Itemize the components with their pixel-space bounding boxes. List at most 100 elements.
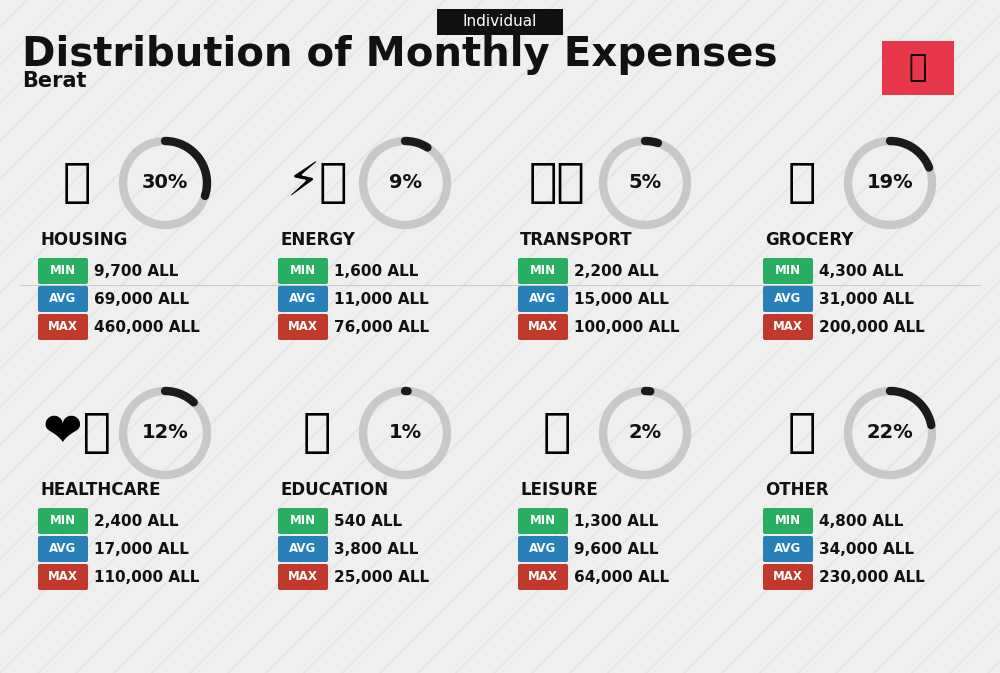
Text: 200,000 ALL: 200,000 ALL	[819, 320, 925, 334]
Text: 110,000 ALL: 110,000 ALL	[94, 569, 199, 584]
Text: AVG: AVG	[774, 293, 802, 306]
Text: AVG: AVG	[49, 542, 77, 555]
Text: MAX: MAX	[288, 320, 318, 334]
FancyBboxPatch shape	[518, 286, 568, 312]
Text: MIN: MIN	[50, 264, 76, 277]
Text: MIN: MIN	[50, 514, 76, 528]
Text: 9,600 ALL: 9,600 ALL	[574, 542, 658, 557]
Text: 76,000 ALL: 76,000 ALL	[334, 320, 429, 334]
FancyBboxPatch shape	[278, 314, 328, 340]
Text: 230,000 ALL: 230,000 ALL	[819, 569, 925, 584]
Text: MAX: MAX	[528, 320, 558, 334]
Text: AVG: AVG	[49, 293, 77, 306]
FancyBboxPatch shape	[278, 564, 328, 590]
Text: 9,700 ALL: 9,700 ALL	[94, 264, 178, 279]
Text: HEALTHCARE: HEALTHCARE	[40, 481, 160, 499]
Text: MIN: MIN	[290, 264, 316, 277]
Text: 34,000 ALL: 34,000 ALL	[819, 542, 914, 557]
Text: MAX: MAX	[288, 571, 318, 583]
FancyBboxPatch shape	[763, 258, 813, 284]
FancyBboxPatch shape	[518, 508, 568, 534]
Text: AVG: AVG	[529, 293, 557, 306]
Text: LEISURE: LEISURE	[520, 481, 598, 499]
Text: 15,000 ALL: 15,000 ALL	[574, 291, 669, 306]
Text: 22%: 22%	[867, 423, 913, 443]
Text: MAX: MAX	[773, 320, 803, 334]
Text: MIN: MIN	[775, 514, 801, 528]
FancyBboxPatch shape	[38, 508, 88, 534]
Text: 2,200 ALL: 2,200 ALL	[574, 264, 659, 279]
Text: 🏢: 🏢	[63, 160, 91, 205]
Text: HOUSING: HOUSING	[40, 231, 127, 249]
Text: MIN: MIN	[775, 264, 801, 277]
Text: 3,800 ALL: 3,800 ALL	[334, 542, 418, 557]
Text: 🚌🚗: 🚌🚗	[529, 160, 585, 205]
Text: 30%: 30%	[142, 174, 188, 192]
Text: 🦅: 🦅	[909, 53, 927, 83]
Text: 1,600 ALL: 1,600 ALL	[334, 264, 418, 279]
Text: AVG: AVG	[289, 293, 317, 306]
FancyBboxPatch shape	[518, 536, 568, 562]
Text: MIN: MIN	[530, 264, 556, 277]
FancyBboxPatch shape	[278, 258, 328, 284]
Text: 31,000 ALL: 31,000 ALL	[819, 291, 914, 306]
FancyBboxPatch shape	[518, 314, 568, 340]
Text: ENERGY: ENERGY	[280, 231, 355, 249]
FancyBboxPatch shape	[763, 508, 813, 534]
Text: MAX: MAX	[48, 571, 78, 583]
Text: OTHER: OTHER	[765, 481, 829, 499]
Text: 2,400 ALL: 2,400 ALL	[94, 513, 178, 528]
Text: 1%: 1%	[388, 423, 422, 443]
Text: 🛒: 🛒	[788, 160, 816, 205]
FancyBboxPatch shape	[763, 286, 813, 312]
FancyBboxPatch shape	[278, 286, 328, 312]
Text: 💰: 💰	[788, 411, 816, 456]
Text: 11,000 ALL: 11,000 ALL	[334, 291, 429, 306]
Text: MIN: MIN	[290, 514, 316, 528]
Text: Distribution of Monthly Expenses: Distribution of Monthly Expenses	[22, 35, 778, 75]
Text: Berat: Berat	[22, 71, 87, 91]
FancyBboxPatch shape	[278, 536, 328, 562]
FancyBboxPatch shape	[518, 258, 568, 284]
Text: 4,300 ALL: 4,300 ALL	[819, 264, 903, 279]
Text: 12%: 12%	[142, 423, 188, 443]
FancyBboxPatch shape	[38, 564, 88, 590]
FancyBboxPatch shape	[763, 564, 813, 590]
Text: 64,000 ALL: 64,000 ALL	[574, 569, 669, 584]
Text: AVG: AVG	[529, 542, 557, 555]
Text: GROCERY: GROCERY	[765, 231, 853, 249]
Text: 100,000 ALL: 100,000 ALL	[574, 320, 680, 334]
FancyBboxPatch shape	[882, 41, 954, 95]
Text: 5%: 5%	[628, 174, 662, 192]
Text: AVG: AVG	[774, 542, 802, 555]
FancyBboxPatch shape	[38, 314, 88, 340]
Text: 🛍️: 🛍️	[543, 411, 571, 456]
FancyBboxPatch shape	[38, 286, 88, 312]
FancyBboxPatch shape	[518, 564, 568, 590]
FancyBboxPatch shape	[763, 314, 813, 340]
FancyBboxPatch shape	[38, 536, 88, 562]
Text: 460,000 ALL: 460,000 ALL	[94, 320, 200, 334]
FancyBboxPatch shape	[38, 258, 88, 284]
Text: ❤️🏥: ❤️🏥	[43, 411, 111, 456]
Text: MAX: MAX	[528, 571, 558, 583]
Text: 4,800 ALL: 4,800 ALL	[819, 513, 903, 528]
Text: EDUCATION: EDUCATION	[280, 481, 388, 499]
Text: Individual: Individual	[463, 15, 537, 30]
Text: 540 ALL: 540 ALL	[334, 513, 402, 528]
Text: AVG: AVG	[289, 542, 317, 555]
Text: 69,000 ALL: 69,000 ALL	[94, 291, 189, 306]
Text: 2%: 2%	[628, 423, 662, 443]
Text: 25,000 ALL: 25,000 ALL	[334, 569, 429, 584]
FancyBboxPatch shape	[278, 508, 328, 534]
Text: 1,300 ALL: 1,300 ALL	[574, 513, 658, 528]
Text: 🎓: 🎓	[303, 411, 331, 456]
FancyBboxPatch shape	[437, 9, 563, 35]
FancyBboxPatch shape	[763, 536, 813, 562]
Text: MAX: MAX	[48, 320, 78, 334]
Text: 19%: 19%	[867, 174, 913, 192]
Text: MAX: MAX	[773, 571, 803, 583]
Text: TRANSPORT: TRANSPORT	[520, 231, 633, 249]
Text: MIN: MIN	[530, 514, 556, 528]
Text: ⚡🏠: ⚡🏠	[286, 160, 348, 205]
